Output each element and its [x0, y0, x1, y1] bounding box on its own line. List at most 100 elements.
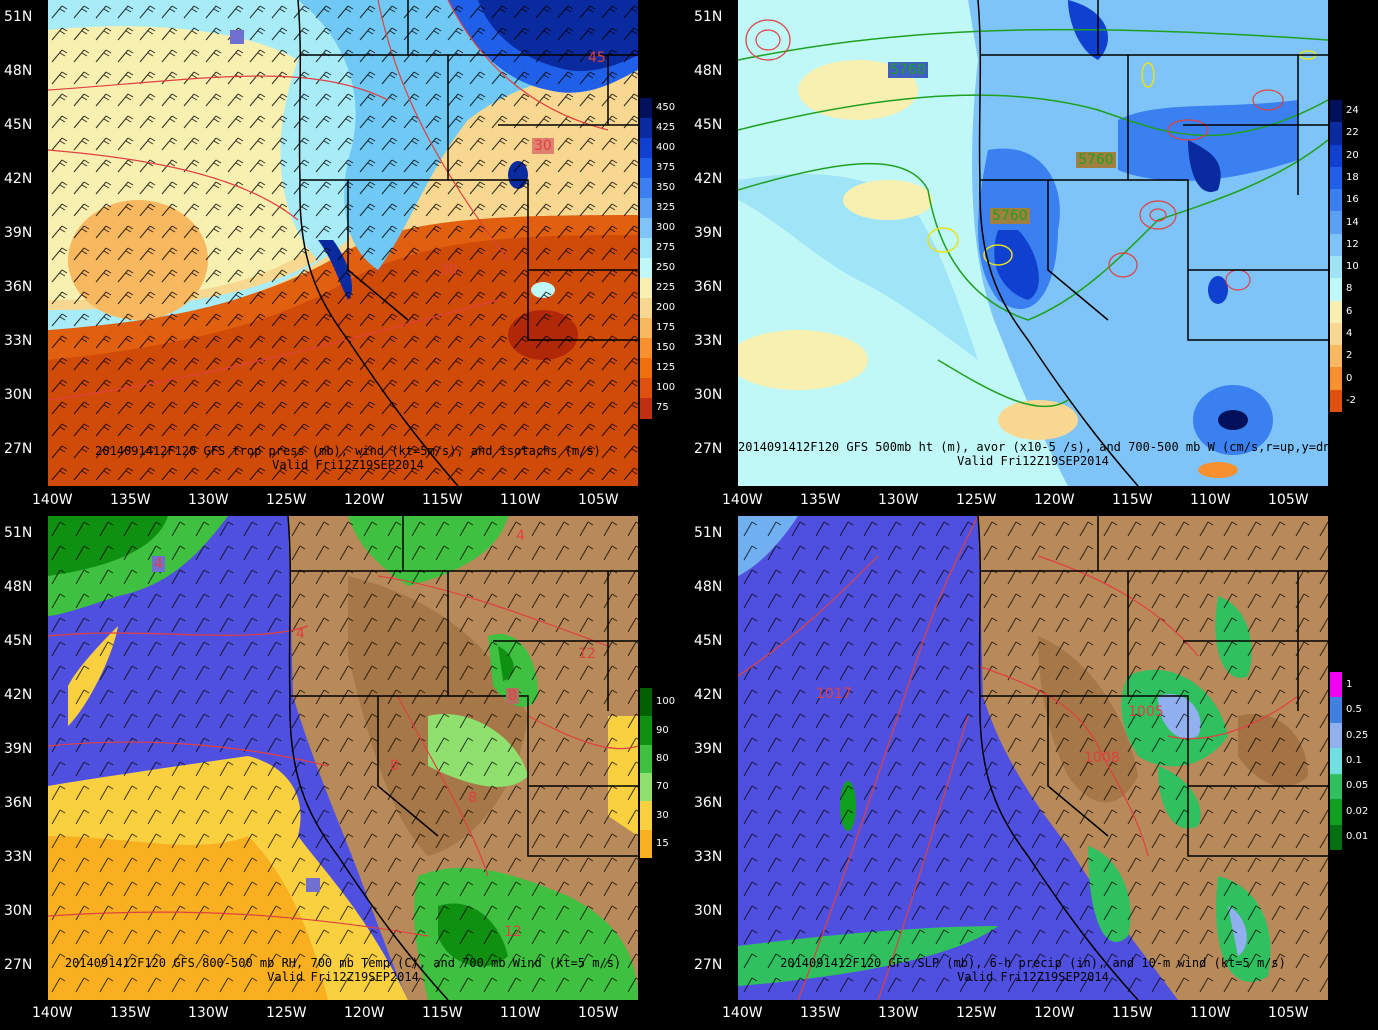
longitude-label: 105W	[1268, 1005, 1309, 1021]
colorbar-segment	[1330, 672, 1342, 698]
map-panel-500mb-height: 2014091412F120 GFS 500mb ht (m), avor (x…	[738, 0, 1328, 486]
caption-line-2: Valid Fri12Z19SEP2014	[267, 970, 419, 984]
longitude-label: 120W	[1034, 492, 1075, 508]
colorbar-label: -2	[1346, 394, 1356, 406]
latitude-label: 39N	[694, 741, 723, 757]
longitude-label: 120W	[344, 1005, 385, 1021]
latitude-label: 45N	[694, 633, 723, 649]
longitude-label: 105W	[578, 1005, 619, 1021]
colorbar-label: 300	[656, 222, 676, 233]
longitude-label: 115W	[422, 1005, 463, 1021]
temp-contour-label: 8	[390, 758, 399, 774]
colorbar-segment	[640, 98, 652, 119]
colorbar-segment	[640, 358, 652, 379]
colorbar-segment	[1330, 211, 1342, 235]
longitude-label: 135W	[800, 1005, 841, 1021]
longitude-label: 140W	[32, 492, 73, 508]
temp-contour-label: 4	[516, 528, 525, 544]
latitude-label: 51N	[4, 525, 33, 541]
latitude-label: 36N	[694, 279, 723, 295]
latitude-label: 48N	[4, 579, 33, 595]
latitude-label: 51N	[4, 9, 33, 25]
colorbar-segment	[640, 398, 652, 419]
longitude-label: 135W	[110, 1005, 151, 1021]
colorbar-segment	[640, 218, 652, 239]
colorbar-segment	[1330, 748, 1342, 775]
isotach-label: 30	[532, 138, 554, 154]
colorbar-label: 12	[1346, 238, 1359, 250]
colorbar-segment	[640, 178, 652, 199]
colorbar-segment	[640, 716, 652, 746]
caption-line-1: 2014091412F120 GFS SLP (mb), 6-h precip …	[780, 956, 1286, 970]
isotach-label: 45	[588, 50, 606, 66]
colorbar-segment	[1330, 166, 1342, 190]
pressure-contour-label: 1005	[1128, 704, 1164, 720]
colorbar-segment	[640, 278, 652, 299]
colorbar-segment	[640, 258, 652, 279]
latitude-label: 45N	[694, 117, 723, 133]
pressure-contour-label: 1017	[816, 686, 852, 702]
map-panel-relative-humidity: 2014091412F120 GFS 800-500 mb RH, 700 mb…	[48, 516, 638, 1000]
colorbar-segment	[1330, 144, 1342, 168]
height-contour-label: 5760	[888, 62, 928, 78]
colorbar-label: 200	[656, 302, 676, 313]
colorbar-segment	[1330, 799, 1342, 826]
colorbar-segment	[640, 118, 652, 139]
temp-contour-label: 4	[296, 626, 305, 642]
longitude-label: 140W	[722, 1005, 763, 1021]
colorbar-label: 6	[1346, 305, 1353, 317]
colorbar-segment	[1330, 322, 1342, 346]
colorbar-label: 90	[656, 724, 669, 736]
colorbar-segment	[1330, 773, 1342, 800]
latitude-label: 36N	[4, 279, 33, 295]
longitude-label: 115W	[422, 492, 463, 508]
colorbar-segment	[1330, 100, 1342, 123]
latitude-label: 51N	[694, 9, 723, 25]
latitude-label: 27N	[694, 957, 723, 973]
latitude-label: 33N	[694, 333, 723, 349]
colorbar-label: 0.1	[1346, 755, 1362, 766]
colorbar-label: 175	[656, 322, 676, 333]
colorbar-label: 80	[656, 752, 669, 764]
longitude-label: 125W	[956, 1005, 997, 1021]
colorbar-segment	[640, 238, 652, 259]
temp-contour-label: 12	[578, 646, 596, 662]
colorbar-segment	[640, 773, 652, 802]
colorbar-label: 0.5	[1346, 704, 1362, 716]
panel-caption: 2014091412F120 GFS trop press (mb), wind…	[88, 444, 608, 472]
colorbar-segment	[640, 138, 652, 159]
longitude-label: 105W	[1268, 492, 1309, 508]
colorbar-vorticity: 24 22 20 18 16 14 12 10 8 6 4 2 0 -2	[1330, 100, 1359, 413]
pressure-contour-label: 1008	[1084, 750, 1120, 766]
height-contour-label: 5760	[1076, 152, 1116, 168]
latitude-label: 33N	[694, 849, 723, 865]
colorbar-label: 18	[1346, 172, 1359, 183]
colorbar-label: 250	[656, 262, 676, 273]
colorbar-segment	[640, 829, 652, 859]
colorbar-label: 22	[1346, 127, 1359, 139]
colorbar-segment	[1330, 278, 1342, 302]
latitude-label: 36N	[694, 795, 723, 811]
colorbar-segment	[640, 198, 652, 219]
colorbar-label: 0.01	[1346, 831, 1369, 843]
latitude-label: 27N	[4, 957, 33, 973]
colorbar-label: 100	[656, 382, 676, 393]
longitude-label: 110W	[1190, 1005, 1231, 1021]
longitude-label: 135W	[800, 492, 841, 508]
colorbar-label: 225	[656, 282, 676, 293]
latitude-label: 48N	[694, 579, 723, 595]
colorbar-segment	[640, 318, 652, 339]
longitude-label: 130W	[188, 1005, 229, 1021]
latitude-label: 30N	[4, 387, 33, 403]
colorbar-label: 375	[656, 162, 676, 173]
colorbar-segment	[1330, 697, 1342, 724]
latitude-label: 36N	[4, 795, 33, 811]
colorbar-segment	[640, 158, 652, 179]
panel-caption: 2014091412F120 GFS 800-500 mb RH, 700 mb…	[48, 956, 638, 984]
colorbar-precip: 1 0.5 0.25 0.1 0.05 0.02 0.01	[1330, 672, 1368, 851]
colorbar-label: 0.02	[1346, 805, 1369, 817]
colorbar-label: 24	[1346, 105, 1359, 117]
latitude-label: 33N	[4, 333, 33, 349]
colorbar-label: 275	[656, 242, 676, 253]
colorbar-label: 1	[1346, 678, 1353, 690]
